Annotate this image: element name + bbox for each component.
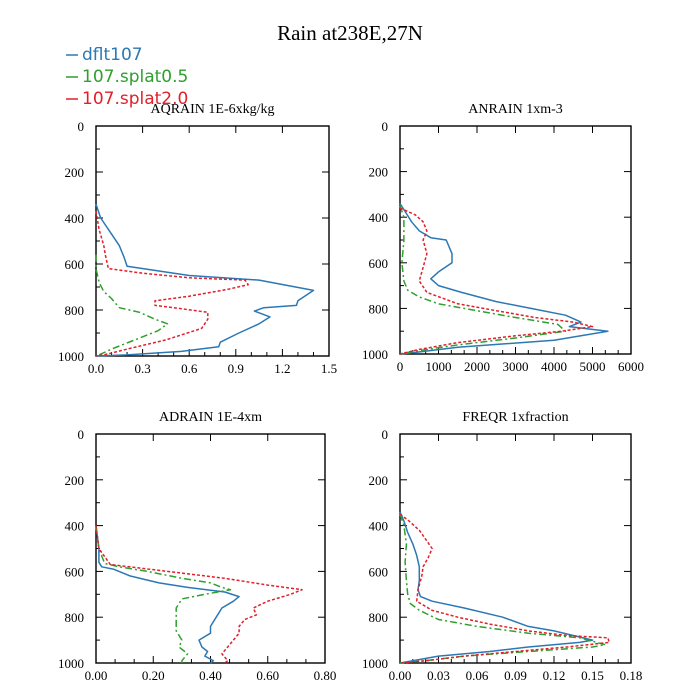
series-line-107-splat0-5 [399, 205, 567, 355]
y-tick-label: 400 [65, 519, 85, 534]
x-tick-label: 2000 [464, 359, 490, 374]
panel-frame [95, 125, 330, 357]
series-line-107-splat0-5 [399, 513, 607, 664]
y-tick-label: 0 [382, 119, 389, 134]
x-tick-label: 0.18 [620, 668, 643, 683]
y-tick-label: 1000 [58, 349, 84, 364]
panel-title: ANRAIN 1xm-3 [468, 102, 563, 117]
series-line-107-splat2-0 [95, 210, 249, 357]
panel-title: FREQR 1xfraction [462, 410, 568, 425]
x-tick-label: 6000 [618, 359, 644, 374]
x-tick-label: 0.00 [389, 668, 412, 683]
x-tick-label: 0 [397, 359, 404, 374]
x-tick-label: 0.6 [181, 361, 198, 376]
y-tick-label: 600 [65, 257, 85, 272]
y-tick-label: 0 [382, 427, 389, 442]
x-tick-label: 1000 [426, 359, 452, 374]
series-line-107-splat2-0 [399, 513, 610, 664]
panel-0: AQRAIN 1E-6xkg/kg 0.0 0.3 0.6 0.9 1.2 1.5 0 200 4… [58, 102, 337, 376]
y-tick-label: 200 [369, 165, 389, 180]
x-tick-label: 0.12 [543, 668, 566, 683]
x-tick-label: 5000 [580, 359, 606, 374]
x-tick-label: 0.20 [142, 668, 165, 683]
x-tick-label: 0.80 [314, 668, 337, 683]
panel-frame [399, 125, 632, 355]
series-line-107-splat0-5 [95, 525, 232, 663]
legend-label: 107.splat0.5 [82, 67, 188, 87]
y-tick-label: 200 [65, 165, 85, 180]
series-line-107-splat0-5 [95, 254, 169, 357]
panel-1: ANRAIN 1xm-3 0 1000 2000 3000 4000 5000 6000 0 20… [362, 102, 644, 374]
panel-title: ADRAIN 1E-4xm [159, 410, 262, 425]
y-tick-label: 800 [65, 303, 85, 318]
y-tick-label: 200 [65, 473, 85, 488]
x-tick-label: 1.2 [274, 361, 290, 376]
series-line-107-splat2-0 [95, 525, 303, 664]
y-tick-label: 800 [369, 301, 389, 316]
y-tick-label: 400 [65, 211, 85, 226]
x-tick-label: 0.06 [466, 668, 489, 683]
panel-2: ADRAIN 1E-4xm 0.00 0.20 0.40 0.60 0.80 0 200 400… [58, 410, 336, 683]
panel-title: AQRAIN 1E-6xkg/kg [150, 102, 274, 117]
series-line-dflt107 [95, 203, 315, 357]
series-line-107-splat2-0 [399, 207, 594, 355]
y-tick-label: 800 [65, 610, 85, 625]
y-tick-label: 1000 [362, 656, 388, 671]
y-tick-label: 200 [369, 473, 389, 488]
y-tick-label: 1000 [58, 656, 84, 671]
x-tick-label: 0.40 [199, 668, 222, 683]
y-tick-label: 600 [65, 564, 85, 579]
x-tick-label: 0.00 [85, 668, 108, 683]
series-line-dflt107 [399, 203, 609, 355]
y-tick-label: 0 [78, 427, 85, 442]
y-tick-label: 600 [369, 256, 389, 271]
x-tick-label: 0.9 [228, 361, 244, 376]
x-tick-label: 0.0 [88, 361, 104, 376]
x-tick-label: 0.60 [256, 668, 279, 683]
y-tick-label: 400 [369, 210, 389, 225]
y-tick-label: 0 [78, 119, 85, 134]
y-tick-label: 1000 [362, 347, 388, 362]
x-tick-label: 0.15 [581, 668, 604, 683]
legend-label: 107.splat2.0 [82, 89, 188, 109]
x-tick-label: 0.03 [427, 668, 450, 683]
figure-title: Rain at238E,27N [277, 21, 423, 45]
y-tick-label: 800 [369, 610, 389, 625]
x-tick-label: 0.3 [134, 361, 150, 376]
x-tick-label: 4000 [541, 359, 567, 374]
series-line-dflt107 [399, 511, 594, 664]
x-tick-label: 0.09 [504, 668, 527, 683]
x-tick-label: 3000 [503, 359, 529, 374]
y-tick-label: 400 [369, 519, 389, 534]
x-tick-label: 1.5 [321, 361, 337, 376]
series-line-dflt107 [95, 525, 240, 664]
legend-label: dflt107 [82, 45, 143, 65]
panel-3: FREQR 1xfraction 0.00 0.03 0.06 0.09 0.12 0.15… [362, 410, 642, 683]
y-tick-label: 600 [369, 564, 389, 579]
